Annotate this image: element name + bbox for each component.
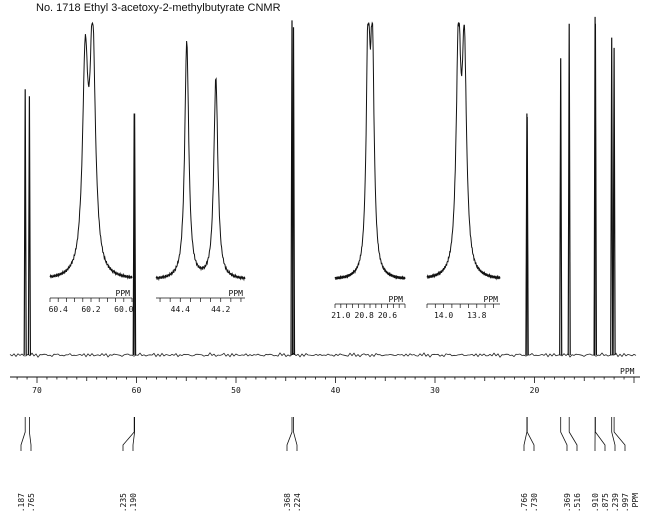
- inset-tick-label: 60.4: [49, 305, 68, 314]
- peak-label-unit: PPM: [631, 493, 640, 508]
- inset-tick-label: 21.0: [331, 311, 350, 320]
- peak-label-connector: [595, 417, 606, 451]
- inset-spectrum-line: [426, 22, 501, 281]
- x-tick-label: 20: [530, 386, 540, 395]
- x-tick-label: 60: [132, 386, 142, 395]
- peak-value-label: 70.765: [27, 493, 36, 511]
- x-axis-label: PPM: [620, 367, 635, 376]
- peak-label-connector: [611, 417, 616, 451]
- inset-tick-label: 44.2: [211, 305, 230, 314]
- x-tick-label: 70: [32, 386, 42, 395]
- inset-spectrum-line: [155, 40, 246, 282]
- peak-value-label: 60.190: [129, 493, 138, 511]
- inset-tick-label: 60.0: [114, 305, 133, 314]
- inset-tick-label: 14.0: [434, 311, 453, 320]
- spectrum-peak: [27, 96, 31, 356]
- x-tick-label: 30: [430, 386, 440, 395]
- spectrum-peak: [23, 89, 27, 356]
- peak-value-label: 44.368: [283, 493, 292, 511]
- spectrum-peak: [593, 23, 597, 356]
- x-tick-label: 40: [331, 386, 341, 395]
- inset-axis-label: PPM: [116, 289, 131, 298]
- peak-value-label: 20.766: [520, 493, 529, 511]
- peak-label-connector: [523, 417, 528, 451]
- peak-value-label: 16.516: [573, 493, 582, 511]
- peak-value-label: 17.369: [563, 493, 572, 511]
- inset-tick-label: 20.6: [378, 311, 397, 320]
- inset-axis-label: PPM: [484, 295, 499, 304]
- peak-value-label: 44.224: [293, 493, 302, 511]
- inset-spectrum-line: [49, 21, 133, 280]
- inset-tick-label: 60.2: [81, 305, 100, 314]
- spectrum-peak: [610, 37, 614, 356]
- peak-label-connector: [560, 417, 568, 451]
- spectrum-peak: [612, 47, 616, 356]
- peak-label-connector: [122, 417, 135, 451]
- inset-axis-label: PPM: [229, 289, 244, 298]
- peak-value-label: 11.997: [621, 493, 630, 511]
- peak-label-connector: [568, 417, 578, 451]
- peak-label-connector: [613, 417, 626, 451]
- spectrum-peak: [559, 58, 563, 356]
- peak-value-label: 60.235: [119, 493, 128, 511]
- peak-value-label: 20.730: [530, 493, 539, 511]
- x-tick-label: 50: [231, 386, 241, 395]
- inset-tick-label: 13.8: [467, 311, 486, 320]
- peak-label-connector: [293, 417, 298, 451]
- spectrum-peak: [133, 113, 137, 356]
- spectrum-peak: [567, 23, 571, 356]
- peak-label-connector: [20, 417, 26, 451]
- inset-tick-label: 44.4: [171, 305, 190, 314]
- peak-value-label: 13.910: [591, 493, 600, 511]
- inset-axis-label: PPM: [389, 295, 404, 304]
- peak-label-connector: [526, 417, 535, 451]
- inset-tick-label: 20.8: [355, 311, 374, 320]
- peak-value-label: 13.875: [601, 493, 610, 511]
- peak-label-connector: [29, 417, 32, 451]
- peak-value-label: 12.239: [611, 493, 620, 511]
- peak-label-connector: [286, 417, 293, 451]
- peak-label-connector: [132, 417, 135, 451]
- inset-spectrum-line: [334, 21, 406, 280]
- spectrum-baseline: [9, 352, 637, 358]
- spectrum-peak: [291, 27, 296, 356]
- chart-title: No. 1718 Ethyl 3-acetoxy-2-methylbutyrat…: [36, 2, 281, 14]
- peak-value-label: 71.187: [17, 493, 26, 511]
- spectrum-peak: [525, 116, 529, 356]
